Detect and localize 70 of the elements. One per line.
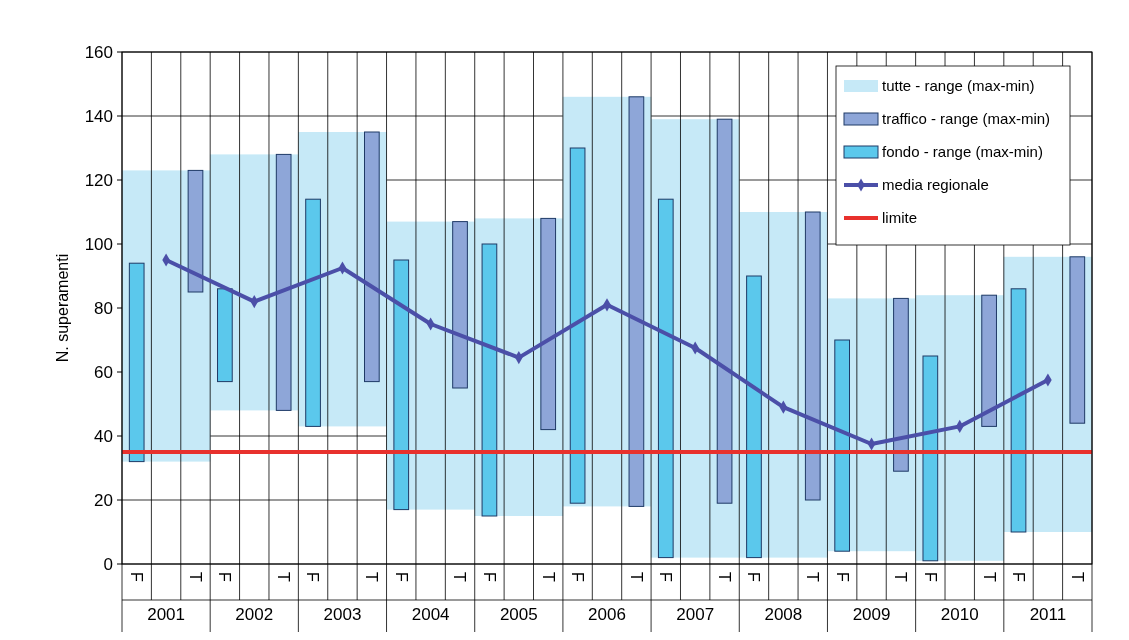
bar: [187, 169, 204, 293]
bar: [128, 262, 145, 463]
y-tick-label: 120: [84, 170, 113, 190]
bar: [569, 147, 586, 504]
y-tick-label: 0: [103, 554, 113, 574]
bar: [540, 217, 557, 431]
bar: [217, 288, 233, 383]
legend-label: tutte - range (max-min): [882, 77, 1035, 95]
legend-label: traffico - range (max-min): [882, 110, 1051, 128]
bar: [452, 221, 468, 389]
x-tick-label: T: [451, 572, 469, 582]
y-tick-label: 140: [84, 106, 113, 126]
x-tick-label: T: [892, 572, 910, 582]
x-tick-label: F: [833, 572, 851, 582]
text: 2001: [147, 605, 185, 624]
text: 2007: [676, 605, 715, 624]
x-tick-label: F: [480, 572, 498, 582]
x-tick-label: T: [1068, 572, 1086, 582]
x-tick-label: T: [186, 572, 204, 582]
x-tick-label: T: [539, 572, 557, 582]
text: 2002: [235, 605, 274, 624]
y-tick-label: 60: [94, 362, 113, 382]
x-tick-label: T: [275, 572, 293, 582]
legend-label: media regionale: [882, 176, 989, 194]
text: 2011: [1029, 605, 1067, 624]
y-axis-title: N. superamenti: [54, 253, 71, 363]
text: 2004: [411, 605, 450, 624]
y-tick-label: 40: [94, 426, 113, 446]
x-tick-label: F: [216, 572, 234, 582]
bar: [657, 198, 674, 559]
x-tick-label: F: [304, 572, 322, 582]
bar: [804, 211, 821, 501]
text: 2005: [499, 605, 538, 624]
text: 2009: [852, 605, 891, 624]
bar: [893, 297, 909, 472]
bar: [981, 294, 997, 427]
x-tick-label: T: [627, 572, 645, 582]
bar: [1010, 288, 1027, 533]
bar: [834, 339, 850, 552]
bar: [305, 198, 321, 427]
x-tick-label: F: [921, 572, 939, 582]
bar: [481, 243, 498, 517]
text: 2008: [764, 605, 803, 624]
y-tick-label: 160: [84, 42, 113, 62]
legend-label: limite: [882, 209, 918, 227]
legend-label: fondo - range (max-min): [882, 143, 1043, 161]
x-tick-label: F: [1009, 572, 1027, 582]
text: 2010: [940, 605, 979, 624]
x-tick-label: T: [363, 572, 381, 582]
bar: [275, 153, 292, 411]
bar: [746, 275, 762, 559]
bar: [364, 131, 380, 383]
bar: [628, 96, 645, 507]
x-tick-label: F: [128, 572, 146, 582]
y-tick-label: 100: [84, 234, 113, 254]
bar: [1069, 256, 1086, 424]
text: 2003: [323, 605, 362, 624]
x-tick-label: T: [715, 572, 733, 582]
x-tick-label: F: [392, 572, 410, 582]
bar: [716, 118, 733, 504]
x-tick-label: F: [657, 572, 675, 582]
x-tick-label: F: [569, 572, 587, 582]
text: 2006: [588, 605, 626, 624]
x-tick-label: F: [745, 572, 763, 582]
bar: [922, 355, 939, 562]
y-tick-label: 20: [94, 490, 113, 510]
bar: [393, 259, 410, 511]
x-tick-label: T: [980, 572, 998, 582]
y-tick-label: 80: [94, 298, 113, 318]
x-tick-label: T: [804, 572, 822, 582]
